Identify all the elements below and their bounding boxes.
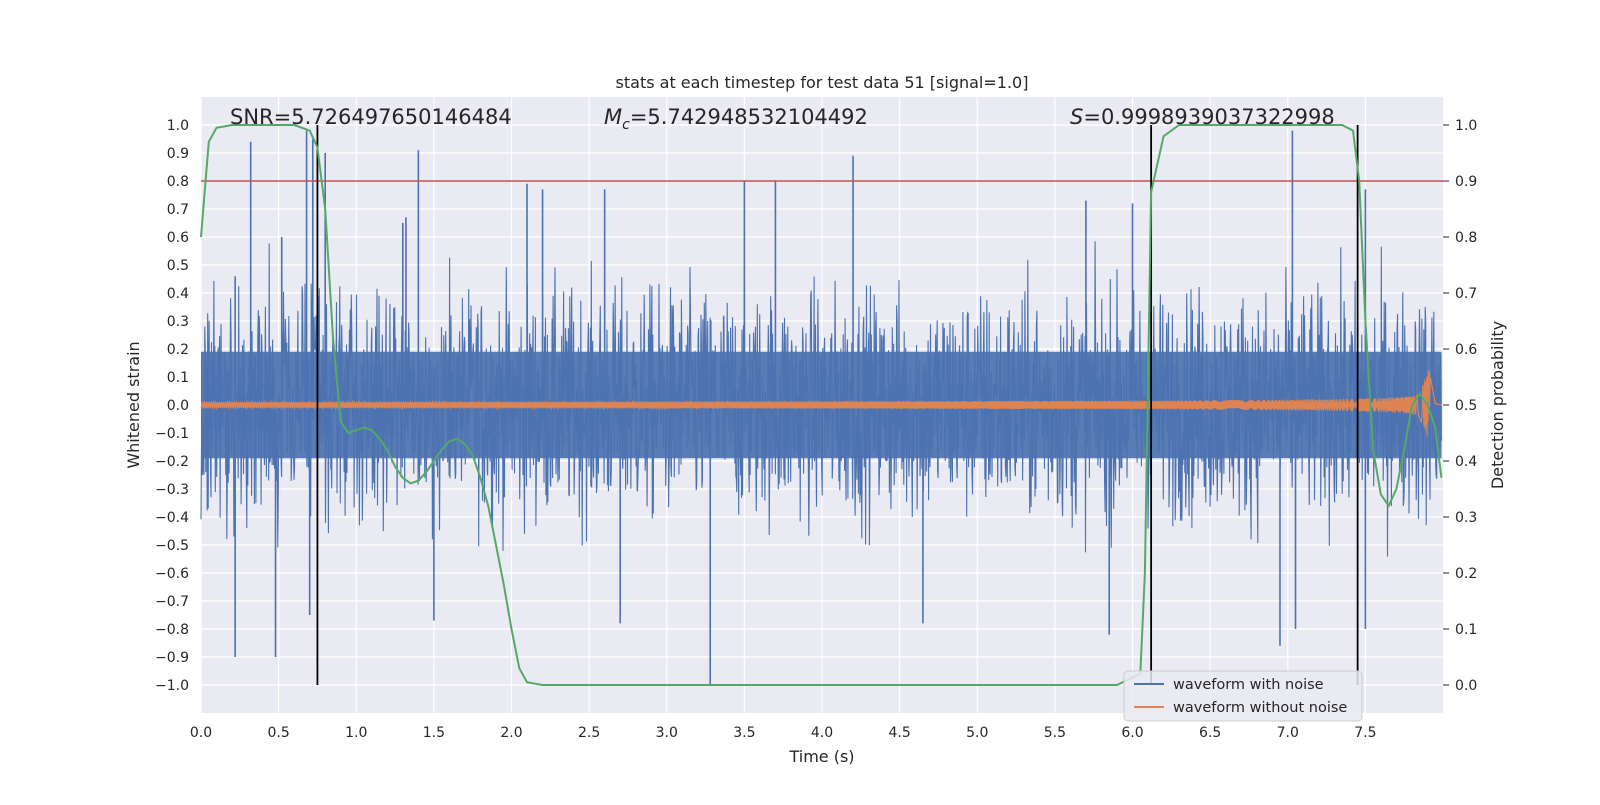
y-tick-label: −0.4 bbox=[155, 510, 189, 526]
y-tick-label: −0.8 bbox=[155, 622, 189, 638]
y-tick-label: 0.6 bbox=[167, 230, 189, 246]
y-tick-label: −0.9 bbox=[155, 650, 189, 666]
y-right-axis-title: Detection probability bbox=[1488, 321, 1507, 489]
x-axis-title: Time (s) bbox=[788, 747, 854, 766]
y-tick-label: 1.0 bbox=[167, 118, 189, 134]
y-right-tick-label: 0.1 bbox=[1455, 622, 1477, 638]
y-right-tick-label: 0.2 bbox=[1455, 566, 1477, 582]
axis-ticks: 0.0 0.5 1.0 1.5 2.0 2.5 3.0 3.5 4.0 4.5 5.0 5.5 6.0 6… bbox=[155, 118, 1477, 741]
y-right-tick-label: 0.3 bbox=[1455, 510, 1477, 526]
legend-label-noise: waveform with noise bbox=[1173, 677, 1324, 693]
y-axis-title: Whitened strain bbox=[124, 341, 143, 468]
y-right-tick-label: 0.0 bbox=[1455, 678, 1477, 694]
y-right-tick-label: 0.6 bbox=[1455, 342, 1477, 358]
y-tick-label: −0.2 bbox=[155, 454, 189, 470]
x-tick-label: 1.5 bbox=[423, 725, 445, 741]
y-tick-label: 0.3 bbox=[167, 314, 189, 330]
y-tick-label: 0.9 bbox=[167, 146, 189, 162]
x-tick-label: 0.5 bbox=[267, 725, 289, 741]
legend-label-clean: waveform without noise bbox=[1173, 700, 1347, 716]
y-right-tick-label: 0.8 bbox=[1455, 230, 1477, 246]
y-right-tick-label: 0.4 bbox=[1455, 454, 1477, 470]
x-tick-label: 3.5 bbox=[733, 725, 755, 741]
series-detection-probability bbox=[200, 124, 1443, 686]
clean-line bbox=[200, 370, 1442, 436]
chirp-mass-annotation: Mc=5.742948532104492 bbox=[604, 105, 868, 133]
y-tick-label: 0.7 bbox=[167, 202, 189, 218]
x-tick-label: 4.5 bbox=[888, 725, 910, 741]
y-right-tick-label: 0.5 bbox=[1455, 398, 1477, 414]
x-tick-label: 1.0 bbox=[345, 725, 367, 741]
y-tick-label: 0.2 bbox=[167, 342, 189, 358]
y-tick-label: −0.7 bbox=[155, 594, 189, 610]
score-annotation: S=0.9998939037322998 bbox=[1070, 105, 1335, 129]
x-tick-label: 2.0 bbox=[500, 725, 522, 741]
series-waveform-without-noise bbox=[200, 370, 1442, 436]
x-tick-label: 5.5 bbox=[1044, 725, 1066, 741]
legend-box bbox=[1123, 670, 1363, 722]
y-tick-label: −0.6 bbox=[155, 566, 189, 582]
legend: waveform with noise waveform without noi… bbox=[1123, 670, 1363, 722]
y-tick-label: −1.0 bbox=[155, 678, 189, 694]
y-tick-label: 0.0 bbox=[167, 398, 189, 414]
y-tick-label: 0.1 bbox=[167, 370, 189, 386]
y-right-tick-label: 0.9 bbox=[1455, 174, 1477, 190]
y-tick-label: 0.4 bbox=[167, 286, 189, 302]
y-tick-label: −0.3 bbox=[155, 482, 189, 498]
y-tick-label: 0.5 bbox=[167, 258, 189, 274]
probability-line bbox=[200, 124, 1443, 686]
y-tick-label: −0.5 bbox=[155, 538, 189, 554]
y-tick-label: −0.1 bbox=[155, 426, 189, 442]
chart-title: stats at each timestep for test data 51 … bbox=[616, 73, 1029, 92]
x-tick-label: 3.0 bbox=[656, 725, 678, 741]
x-tick-label: 4.0 bbox=[811, 725, 833, 741]
y-right-tick-label: 0.7 bbox=[1455, 286, 1477, 302]
x-tick-label: 5.0 bbox=[966, 725, 988, 741]
x-tick-label: 7.5 bbox=[1354, 725, 1376, 741]
x-tick-label: 6.0 bbox=[1121, 725, 1143, 741]
y-tick-label: 0.8 bbox=[167, 174, 189, 190]
x-tick-label: 0.0 bbox=[190, 725, 212, 741]
x-tick-label: 2.5 bbox=[578, 725, 600, 741]
snr-annotation: SNR=5.726497650146484 bbox=[230, 105, 512, 129]
x-tick-label: 6.5 bbox=[1199, 725, 1221, 741]
y-right-tick-label: 1.0 bbox=[1455, 118, 1477, 134]
x-tick-label: 7.0 bbox=[1277, 725, 1299, 741]
